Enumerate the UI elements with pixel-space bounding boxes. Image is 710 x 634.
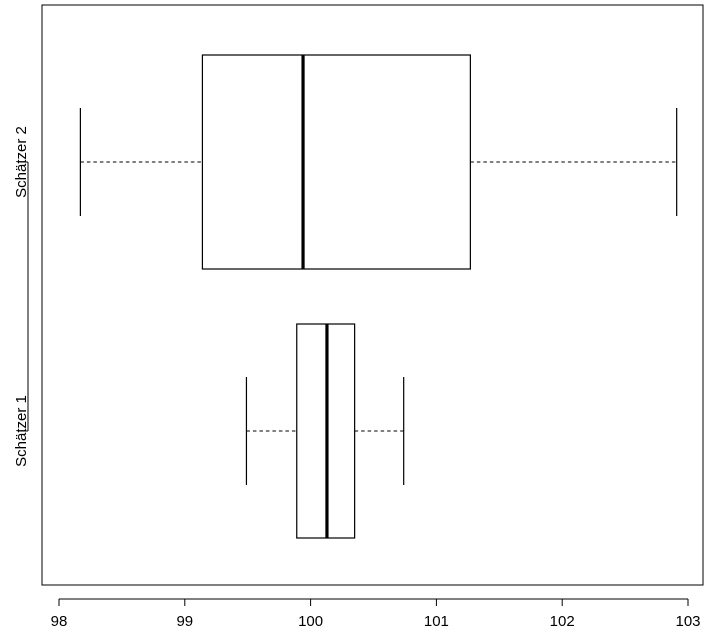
y-axis: Schätzer 1 Schätzer 2 <box>13 126 30 467</box>
x-axis: 98 99 100 101 102 103 <box>51 598 701 630</box>
iqr-box <box>201 54 471 270</box>
plot-frame <box>41 4 704 586</box>
box-1 <box>245 323 405 539</box>
boxes-group <box>79 54 678 539</box>
x-tick-label: 102 <box>550 613 575 630</box>
y-tick-label: Schätzer 2 <box>13 126 30 198</box>
x-tick-label: 98 <box>51 613 68 630</box>
x-tick-label: 100 <box>298 613 323 630</box>
box-2 <box>79 54 678 270</box>
x-tick-label: 103 <box>675 613 700 630</box>
x-tick-label: 99 <box>176 613 193 630</box>
y-tick-label: Schätzer 1 <box>13 395 30 467</box>
x-tick-label: 101 <box>424 613 449 630</box>
